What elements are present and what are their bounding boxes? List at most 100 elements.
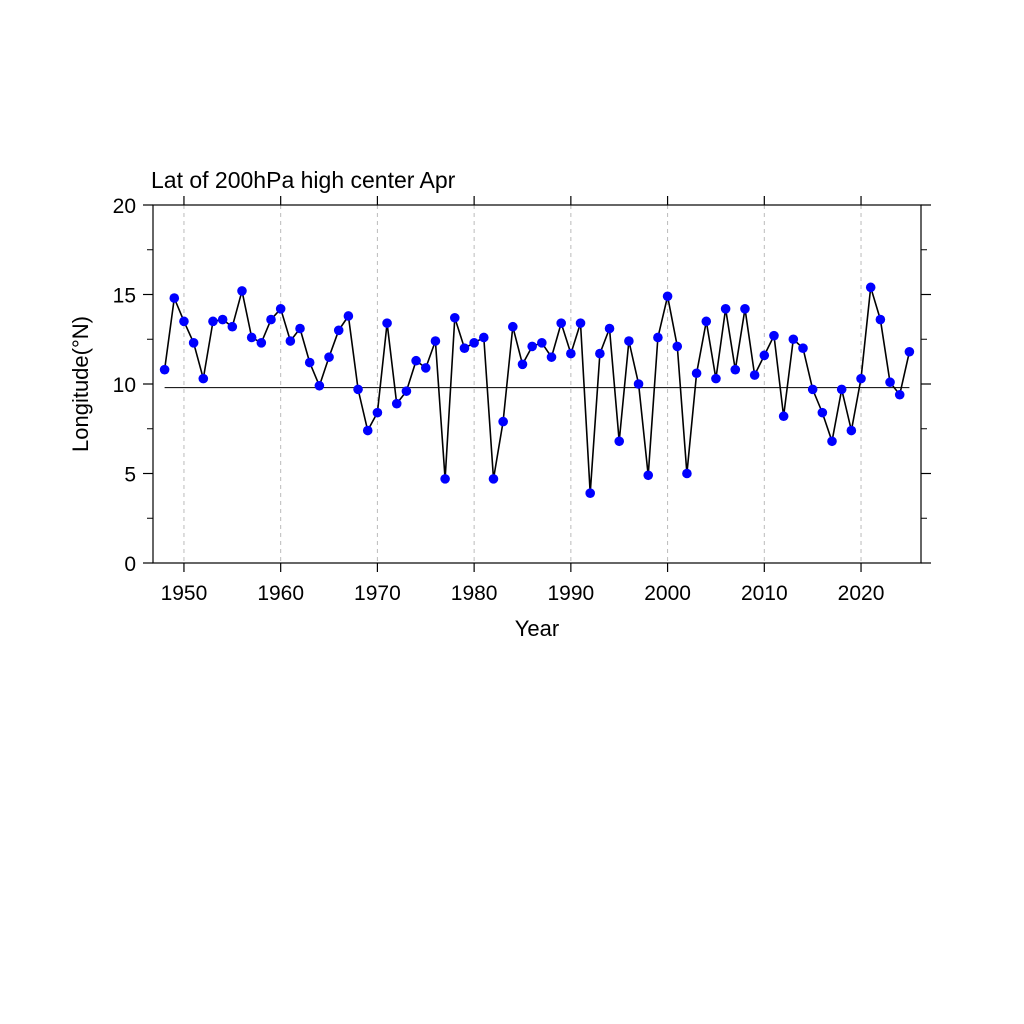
x-tick-label: 2010	[741, 582, 788, 605]
data-point	[527, 341, 537, 352]
data-point	[672, 341, 683, 352]
data-point	[266, 314, 276, 325]
data-point	[885, 377, 895, 388]
data-point	[749, 370, 760, 380]
data-point	[836, 384, 847, 395]
data-point	[711, 373, 721, 384]
data-point	[179, 316, 189, 327]
y-tick-label: 10	[113, 374, 136, 397]
data-point	[807, 384, 818, 395]
data-point	[459, 343, 470, 354]
data-point	[411, 355, 421, 366]
data-point	[546, 352, 557, 362]
x-tick-label: 1990	[547, 582, 594, 605]
data-point	[624, 336, 634, 346]
data-point	[730, 364, 741, 375]
x-axis-label: Year	[515, 616, 559, 641]
data-point	[391, 398, 402, 409]
data-point	[575, 318, 586, 328]
data-point	[169, 293, 180, 303]
x-tick-labels: 1950 1960 1970 1980 1990 2000 2010 2020	[161, 582, 885, 605]
data-point	[479, 332, 489, 343]
series-line	[163, 287, 911, 494]
data-point	[324, 352, 334, 362]
data-point	[788, 334, 799, 345]
chart-title: Lat of 200hPa high center Apr	[151, 167, 456, 193]
data-point	[566, 348, 576, 359]
x-tick-label: 2020	[838, 582, 885, 605]
data-point	[314, 380, 325, 391]
data-point	[720, 304, 731, 314]
data-point	[353, 384, 363, 395]
y-tick-label: 15	[113, 285, 136, 308]
data-point	[817, 407, 828, 418]
data-point	[343, 311, 354, 321]
x-tick-label: 1970	[354, 582, 401, 605]
data-point	[798, 343, 808, 354]
data-series	[159, 282, 915, 498]
data-point	[585, 488, 595, 498]
y-tick-labels: 0 5 10 15 20	[113, 195, 136, 576]
y-tick-label: 0	[124, 553, 136, 576]
data-point	[469, 338, 479, 348]
x-tick-label: 1960	[257, 582, 304, 605]
grid-lines	[183, 205, 862, 563]
data-point	[614, 436, 625, 447]
data-point	[662, 291, 673, 302]
y-tick-label: 20	[113, 195, 136, 218]
data-point	[769, 330, 779, 341]
data-point	[904, 346, 915, 357]
data-point	[556, 318, 566, 328]
data-point	[682, 468, 692, 479]
data-point	[440, 474, 450, 484]
data-point	[508, 321, 518, 332]
data-point	[246, 332, 257, 343]
data-point	[449, 312, 460, 323]
y-tick-label: 5	[124, 464, 136, 487]
x-tick-label: 1980	[451, 582, 498, 605]
data-point	[604, 323, 615, 334]
data-point	[846, 425, 857, 436]
data-point	[740, 304, 750, 314]
x-tick-label: 2000	[644, 582, 691, 605]
data-point	[295, 323, 305, 334]
data-point	[304, 357, 315, 368]
data-point	[420, 363, 431, 373]
axis-ticks	[143, 196, 931, 572]
data-point	[856, 373, 866, 384]
data-point	[372, 407, 383, 418]
data-point	[633, 379, 644, 389]
data-point	[595, 348, 605, 359]
data-point	[333, 325, 344, 336]
data-point	[217, 314, 228, 325]
data-point	[198, 373, 209, 384]
data-point	[653, 332, 663, 343]
data-point	[285, 336, 296, 346]
data-point	[362, 425, 373, 436]
data-point	[488, 474, 499, 484]
data-point	[875, 314, 886, 325]
data-point	[208, 316, 218, 327]
data-point	[827, 436, 837, 447]
x-tick-label: 1950	[161, 582, 208, 605]
data-point	[691, 368, 702, 379]
data-point	[701, 316, 712, 327]
data-point	[643, 470, 654, 481]
data-point	[537, 338, 547, 348]
data-point	[256, 338, 267, 348]
data-point	[227, 321, 238, 332]
data-point	[894, 389, 905, 400]
data-point	[188, 338, 199, 348]
data-point	[517, 359, 528, 370]
data-point	[498, 416, 508, 427]
data-point	[401, 386, 412, 396]
data-point	[382, 318, 392, 328]
data-point	[237, 286, 247, 296]
data-point	[778, 411, 789, 422]
data-point	[275, 304, 286, 314]
data-point	[159, 364, 170, 375]
data-point	[865, 282, 876, 293]
data-point	[759, 350, 770, 361]
